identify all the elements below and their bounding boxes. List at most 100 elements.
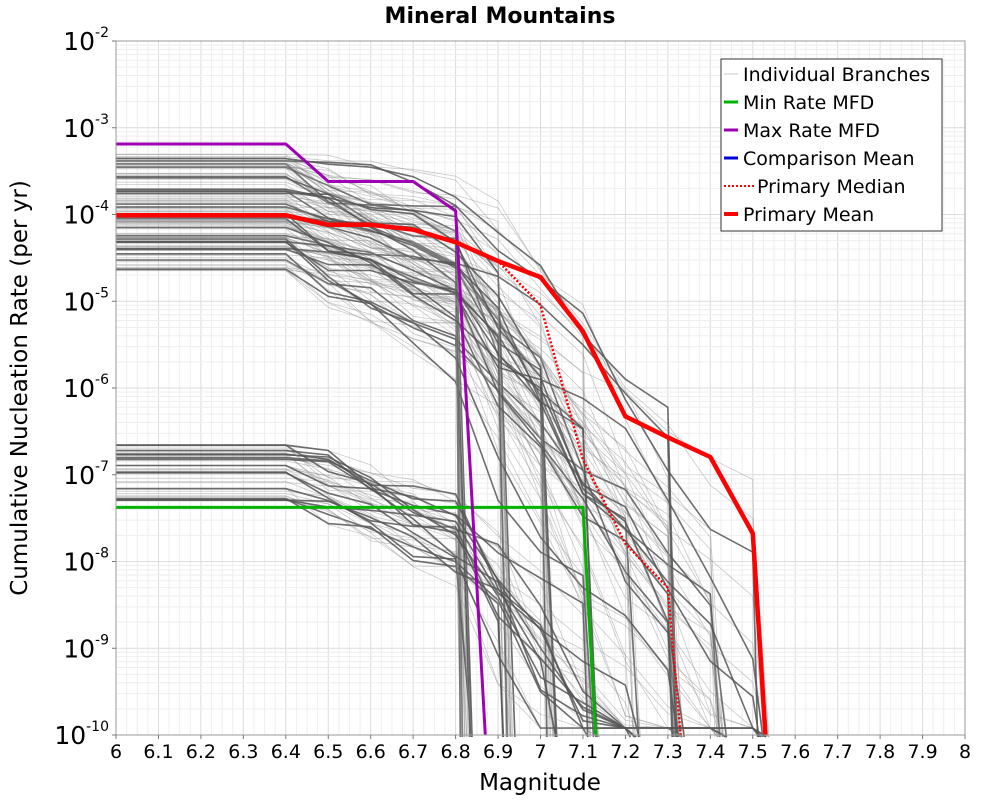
x-tick-label: 6.9 (483, 741, 513, 763)
branch-line (116, 460, 464, 738)
x-tick-label: 7 (534, 741, 546, 763)
branch-line (116, 487, 767, 738)
branch-line (116, 200, 721, 738)
series-max-rate-mfd (116, 142, 487, 736)
x-tick-label: 7.7 (823, 741, 853, 763)
branch-line (116, 472, 473, 738)
y-tick-label: 10-8 (63, 546, 109, 577)
branch-line (116, 194, 507, 738)
y-tick-label: 10-2 (63, 25, 109, 56)
branch-line (116, 222, 765, 738)
series-min-rate-mfd (116, 505, 598, 736)
branch-line (116, 456, 631, 738)
branch-line (116, 236, 553, 738)
branch-line (116, 156, 675, 738)
branch-line (116, 240, 680, 738)
y-tick-label: 10-6 (63, 372, 109, 403)
x-tick-label: 7.4 (695, 741, 725, 763)
branch-line (116, 264, 678, 738)
branch-line (116, 162, 591, 738)
x-tick-label: 7.3 (653, 741, 683, 763)
branch-line (116, 233, 504, 738)
branch-line (116, 165, 503, 738)
branch-line (116, 250, 770, 738)
y-tick-exponent: -6 (95, 372, 109, 388)
y-tick-exponent: -5 (95, 285, 109, 301)
y-tick-exponent: -2 (95, 25, 109, 41)
x-tick-label: 7.8 (865, 741, 895, 763)
branch-line (116, 163, 641, 738)
y-tick-label: 10-4 (63, 199, 109, 230)
y-tick-base: 10 (63, 287, 95, 316)
y-tick-exponent: -9 (95, 632, 109, 648)
x-tick-label: 6.3 (228, 741, 258, 763)
branch-line (116, 166, 462, 738)
branch-line (116, 240, 508, 738)
branch-line (116, 197, 679, 738)
y-tick-exponent: -3 (95, 112, 109, 128)
x-tick-label: 7.1 (568, 741, 598, 763)
branch-line (116, 458, 636, 738)
branch-line (116, 163, 466, 738)
branch-line (116, 188, 516, 738)
branch-line (116, 173, 725, 738)
branch-line (116, 444, 505, 738)
branch-line (116, 449, 589, 738)
y-tick-label: 10-5 (63, 285, 109, 316)
branch-line (116, 248, 674, 738)
branch-line (116, 154, 589, 738)
branch-line (116, 269, 588, 738)
x-tick-label: 6.4 (271, 741, 301, 763)
x-axis-ticks: 6 6.1 6.2 6.3 6.4 6.5 6.6 6.7 6.8 6.9 7 7.1 7.2 7.3 7.… (110, 735, 971, 763)
branch-line (116, 177, 673, 738)
branch-line (116, 447, 683, 738)
branch-line (116, 241, 762, 738)
branch-line (116, 156, 765, 738)
x-tick-label: 6.2 (186, 741, 216, 763)
branch-line (116, 160, 759, 738)
branch-line (116, 164, 514, 738)
branch-line (116, 188, 717, 738)
branch-line (116, 157, 678, 738)
x-tick-label: 6 (110, 741, 122, 763)
x-tick-label: 7.2 (610, 741, 640, 763)
branch-line (116, 226, 635, 738)
y-tick-base: 10 (63, 461, 95, 490)
branch-line (116, 497, 504, 738)
branch-line (116, 458, 683, 738)
legend-label: Min Rate MFD (743, 92, 874, 114)
x-tick-label: 7.9 (907, 741, 937, 763)
y-tick-base: 10 (63, 374, 95, 403)
branch-line (116, 260, 598, 738)
x-tick-label: 8 (959, 741, 971, 763)
y-tick-label: 10-10 (54, 719, 109, 750)
branch-line (116, 253, 679, 738)
branch-line (116, 166, 719, 738)
branch-line (116, 453, 557, 738)
branch-line (116, 165, 598, 738)
branch-line (116, 496, 511, 738)
branch-line (116, 181, 556, 738)
branch-line (116, 188, 724, 738)
branch-line (116, 259, 550, 738)
branch-line (116, 207, 720, 738)
y-tick-exponent: -10 (86, 719, 109, 735)
branch-line (116, 217, 685, 738)
y-tick-base: 10 (63, 634, 95, 663)
series-primary-mean (116, 213, 768, 736)
y-tick-base: 10 (63, 27, 95, 56)
branch-line (116, 471, 637, 738)
y-tick-label: 10-7 (63, 459, 109, 490)
branch-line (116, 465, 556, 738)
branch-line (116, 237, 763, 738)
branch-line (116, 244, 767, 738)
branch-line (116, 237, 546, 738)
y-tick-exponent: -8 (95, 546, 109, 562)
branch-line (116, 241, 551, 738)
y-tick-base: 10 (63, 114, 95, 143)
x-tick-label: 7.5 (738, 741, 768, 763)
legend-label: Individual Branches (743, 64, 930, 86)
branch-line (116, 254, 465, 738)
branch-line (116, 234, 557, 738)
